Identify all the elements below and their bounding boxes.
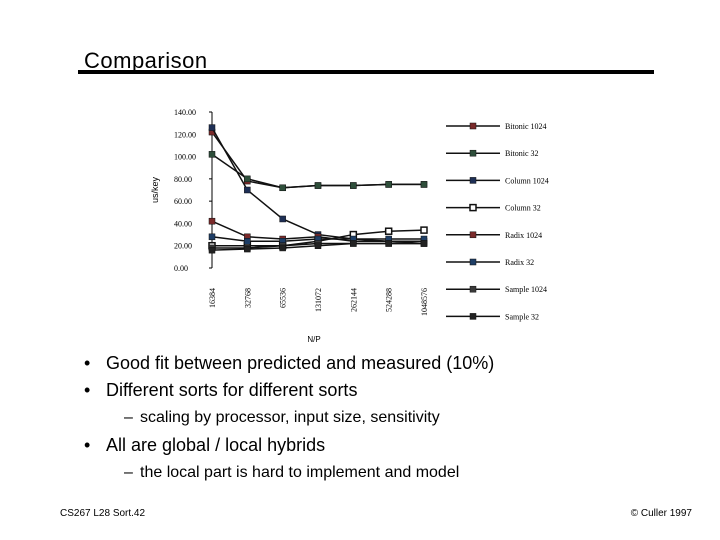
series-point — [384, 227, 393, 235]
chart-axes: 0.00 20.00 40.00 60.00 80.00 100.00 120.00 140.… — [150, 108, 429, 344]
legend-marker — [469, 203, 477, 212]
legend-marker — [469, 258, 477, 266]
legend-label: Radix 32 — [505, 258, 534, 267]
x-tick-label: 262144 — [349, 288, 358, 312]
bullet-text: All are global / local hybrids — [106, 435, 326, 455]
x-axis-title: N/P — [307, 335, 320, 344]
legend-marker — [469, 149, 477, 157]
legend-label: Column 1024 — [505, 176, 549, 185]
series-point — [420, 240, 428, 247]
legend-marker — [469, 177, 477, 184]
legend-marker — [469, 231, 477, 239]
series-point — [244, 238, 251, 245]
series-point — [385, 181, 392, 188]
bullet-text: Good fit between predicted and measured … — [106, 353, 495, 373]
x-tick-label: 16384 — [208, 288, 217, 308]
sub-bullet-text: scaling by processor, input size, sensit… — [140, 409, 440, 426]
legend-marker — [469, 313, 477, 320]
legend-marker — [469, 122, 477, 130]
bullet-item: • Different sorts for different sorts — [84, 380, 358, 400]
series-point — [208, 124, 216, 131]
y-axis-title: us/key — [150, 176, 160, 203]
series-point — [420, 226, 428, 234]
bullet-text: Different sorts for different sorts — [106, 380, 358, 400]
series-point — [314, 242, 322, 249]
series-point — [244, 175, 251, 183]
y-tick-label: 80.00 — [174, 175, 192, 184]
legend-marker — [469, 285, 477, 293]
series-point — [279, 244, 286, 252]
legend-label: Column 32 — [505, 204, 541, 213]
y-tick-label: 40.00 — [174, 219, 192, 228]
legend-label: Sample 32 — [505, 312, 539, 321]
bullet-list: • Good fit between predicted and measured… — [84, 350, 704, 487]
series-point — [279, 215, 286, 223]
sub-bullet-text: the local part is hard to implement and … — [140, 464, 460, 481]
footer-course-label: CS267 L28 Sort.42 — [60, 508, 146, 519]
chart-series — [208, 124, 428, 254]
x-tick-label: 32768 — [243, 288, 252, 308]
y-tick-label: 0.00 — [174, 264, 188, 273]
series-point — [279, 184, 286, 192]
y-tick-label: 60.00 — [174, 197, 192, 206]
y-tick-label: 20.00 — [174, 242, 192, 251]
y-tick-label: 120.00 — [174, 130, 196, 139]
series-point — [208, 233, 216, 241]
bullet-item: • All are global / local hybrids — [84, 435, 326, 455]
legend-label: Bitonic 32 — [505, 149, 539, 158]
title-underline — [78, 70, 654, 74]
series-line — [211, 131, 424, 189]
legend-label: Radix 1024 — [505, 231, 542, 240]
series-point — [314, 182, 322, 189]
series-point — [350, 182, 357, 189]
series-point — [420, 181, 428, 188]
series-point — [244, 186, 251, 194]
sub-bullet-item: – scaling by processor, input size, sensi… — [124, 409, 440, 426]
y-tick-label: 140.00 — [174, 108, 196, 117]
sub-bullet-item: – the local part is hard to implement and… — [124, 464, 460, 481]
series-point — [244, 245, 251, 253]
series-point — [385, 240, 392, 247]
x-tick-label: 65536 — [279, 288, 288, 308]
chart-legend: Bitonic 1024 Bitonic 32 Column 1024 Column … — [446, 122, 549, 321]
series-point — [208, 246, 216, 254]
legend-label: Bitonic 1024 — [505, 122, 547, 131]
footer-copyright: © Culler 1997 — [630, 508, 692, 519]
legend-label: Sample 1024 — [505, 285, 547, 294]
x-tick-label: 1048576 — [420, 288, 429, 316]
bullet-item: • Good fit between predicted and measured… — [84, 353, 495, 373]
x-tick-label: 131072 — [314, 288, 323, 312]
y-tick-label: 100.00 — [174, 153, 196, 162]
series-point — [208, 151, 216, 158]
slide-title: Comparison — [84, 48, 208, 73]
x-tick-label: 524288 — [385, 288, 394, 312]
series-point — [350, 240, 357, 247]
series-point — [208, 217, 216, 225]
